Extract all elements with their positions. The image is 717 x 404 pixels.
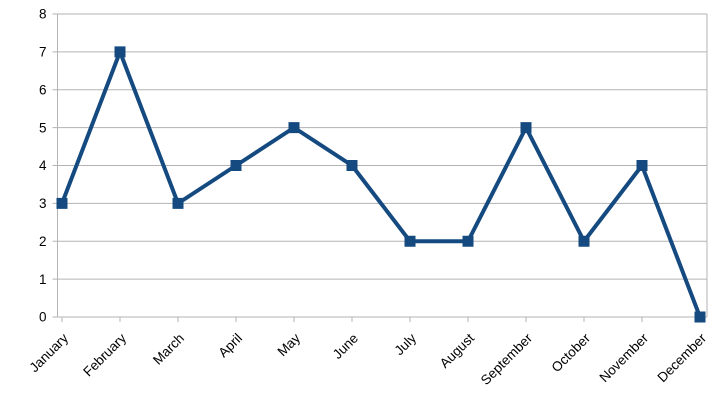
y-axis-label: 5 xyxy=(39,120,47,135)
data-point xyxy=(404,235,416,247)
x-axis-label: November xyxy=(596,330,651,385)
data-line xyxy=(60,46,702,318)
y-axis-label: 8 xyxy=(39,7,47,22)
y-axis-label: 4 xyxy=(39,158,47,173)
y-axis-label: 1 xyxy=(39,272,47,287)
x-axis-label: January xyxy=(27,330,72,375)
x-axis-label: March xyxy=(150,331,187,368)
data-point xyxy=(578,235,590,247)
x-axis-label: September xyxy=(478,330,536,388)
y-axis-label: 3 xyxy=(39,196,47,211)
y-axis-label: 6 xyxy=(39,82,47,97)
y-axis-label: 0 xyxy=(39,310,47,325)
y-axis-label: 2 xyxy=(39,234,47,249)
data-point xyxy=(462,235,474,247)
data-point xyxy=(346,160,358,171)
data-point xyxy=(172,197,184,209)
x-axis-label: February xyxy=(80,330,129,379)
data-point xyxy=(114,46,126,58)
data-point xyxy=(56,197,68,209)
x-axis-label: May xyxy=(274,330,303,359)
x-axis-label: July xyxy=(392,330,420,358)
x-axis-label: April xyxy=(215,331,245,361)
x-axis-label: December xyxy=(654,330,709,385)
data-point xyxy=(636,160,648,171)
data-point xyxy=(694,311,706,323)
x-axis-label: August xyxy=(437,330,478,371)
x-axis-label: June xyxy=(330,331,361,362)
data-point xyxy=(520,122,532,134)
data-point xyxy=(288,122,300,134)
data-point xyxy=(230,160,242,171)
x-axis-label: October xyxy=(549,330,594,375)
y-axis-label: 7 xyxy=(39,45,47,60)
